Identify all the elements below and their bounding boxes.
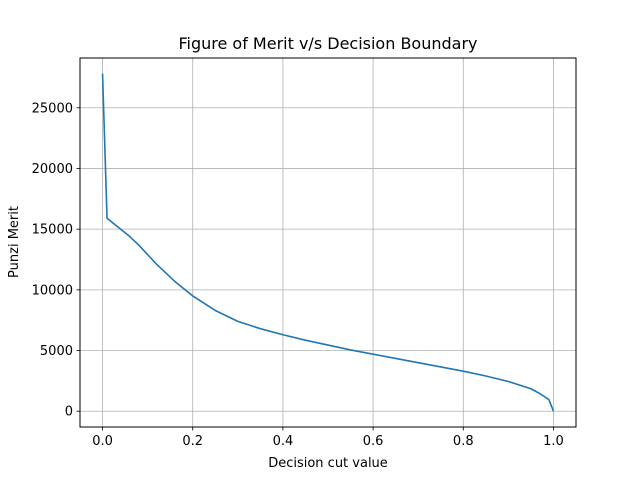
x-axis-label: Decision cut value	[268, 456, 388, 471]
x-tick-label: 0.0	[92, 434, 113, 449]
plot-frame	[79, 57, 577, 428]
axis-ticks: 0.0 0.2 0.4 0.6 0.8 1.0 0 5000 10000 15000 20000 25…	[32, 101, 564, 449]
series-lines	[101, 73, 555, 412]
y-tick-label: 15000	[32, 223, 73, 238]
y-tick-label: 0	[65, 405, 73, 420]
grid-lines	[80, 58, 576, 427]
chart-title: Figure of Merit v/s Decision Boundary	[178, 34, 477, 53]
y-tick-label: 20000	[32, 162, 73, 177]
x-tick-label: 0.8	[453, 434, 474, 449]
x-tick-label: 0.4	[273, 434, 294, 449]
y-axis-label: Punzi Merit	[7, 206, 22, 278]
x-tick-label: 1.0	[543, 434, 564, 449]
series-line	[101, 73, 555, 412]
y-tick-label: 25000	[32, 101, 73, 116]
x-tick-label: 0.2	[182, 434, 203, 449]
y-tick-label: 10000	[32, 283, 73, 298]
y-tick-label: 5000	[40, 344, 73, 359]
x-tick-label: 0.6	[363, 434, 384, 449]
